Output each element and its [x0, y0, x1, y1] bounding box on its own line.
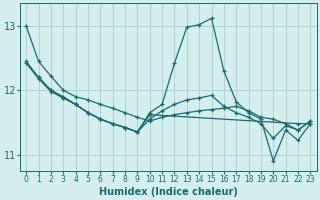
X-axis label: Humidex (Indice chaleur): Humidex (Indice chaleur) — [99, 187, 238, 197]
